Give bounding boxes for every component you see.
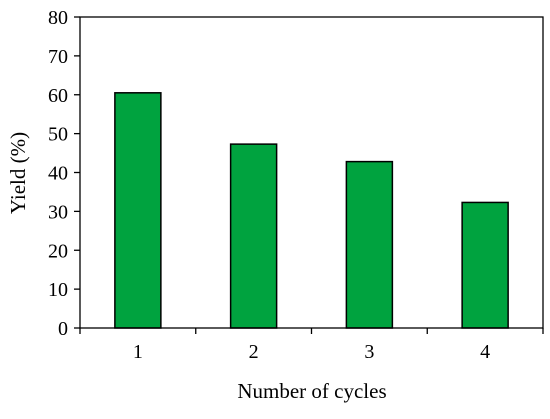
y-tick-label-20: 20 (48, 240, 68, 262)
y-tick-label-60: 60 (48, 85, 68, 107)
y-tick-label-10: 10 (48, 279, 68, 301)
x-axis-title: Number of cycles (237, 379, 386, 403)
y-tick-label-30: 30 (48, 201, 68, 223)
y-axis-title: Yield (%) (6, 132, 30, 214)
x-tick-label-3: 3 (364, 341, 374, 363)
bar-3 (345, 160, 394, 329)
x-tick-label-1: 1 (133, 341, 143, 363)
y-tick-label-70: 70 (48, 46, 68, 68)
bar-4 (461, 201, 509, 329)
y-tick-label-80: 80 (48, 7, 68, 29)
bar-2 (229, 143, 278, 329)
bar-1 (114, 92, 162, 329)
y-tick-label-50: 50 (48, 124, 68, 146)
x-tick-label-2: 2 (249, 341, 259, 363)
ticks-layer: 0 10 20 30 40 50 60 70 80 1 2 3 4 (48, 7, 544, 363)
x-tick-label-4: 4 (480, 341, 490, 363)
bars-layer (114, 92, 509, 329)
y-tick-label-0: 0 (58, 318, 68, 340)
y-tick-label-40: 40 (48, 163, 68, 185)
